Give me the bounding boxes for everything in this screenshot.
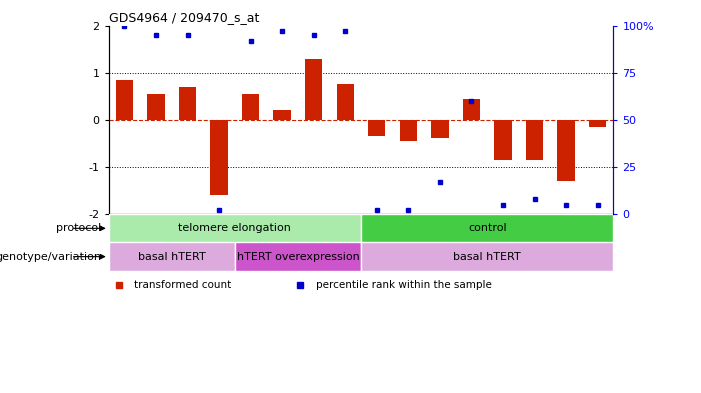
Text: GSM1019098: GSM1019098 (372, 216, 381, 267)
Text: percentile rank within the sample: percentile rank within the sample (315, 280, 491, 290)
Text: GSM1019113: GSM1019113 (215, 216, 224, 266)
Bar (147, 94, 165, 120)
Text: GSM1019100: GSM1019100 (435, 216, 444, 267)
Bar (361, 214, 613, 242)
Bar (557, 120, 575, 181)
Text: telomere elongation: telomere elongation (178, 223, 292, 233)
Bar (583, 214, 612, 265)
Text: transformed count: transformed count (134, 280, 231, 290)
Text: control: control (468, 223, 507, 233)
Bar (110, 214, 139, 265)
Text: GSM1019108: GSM1019108 (562, 216, 571, 266)
Bar (236, 214, 265, 265)
Bar (494, 120, 512, 160)
Bar (552, 214, 580, 265)
Bar (361, 242, 613, 271)
Bar (331, 214, 360, 265)
Bar (268, 214, 297, 265)
Bar (109, 214, 361, 242)
Text: genotype/variation: genotype/variation (0, 252, 102, 262)
Bar (173, 214, 202, 265)
Text: GSM1019102: GSM1019102 (246, 216, 255, 266)
Bar (463, 99, 480, 120)
Bar (235, 242, 361, 271)
Bar (457, 214, 486, 265)
Bar (362, 214, 391, 265)
Text: GSM1019110: GSM1019110 (120, 216, 129, 266)
Text: GSM1019106: GSM1019106 (498, 216, 508, 267)
Bar (305, 59, 322, 120)
Text: basal hTERT: basal hTERT (454, 252, 521, 262)
Text: GSM1019101: GSM1019101 (467, 216, 476, 266)
Bar (368, 120, 386, 136)
Bar (205, 214, 233, 265)
Bar (526, 120, 543, 160)
Text: protocol: protocol (56, 223, 102, 233)
Bar (116, 80, 133, 120)
Text: GSM1019099: GSM1019099 (404, 216, 413, 267)
Bar (589, 120, 606, 127)
Text: GSM1019111: GSM1019111 (151, 216, 161, 266)
Bar (109, 242, 235, 271)
Text: basal hTERT: basal hTERT (138, 252, 205, 262)
Bar (400, 120, 417, 141)
Bar (520, 214, 549, 265)
Text: GSM1019105: GSM1019105 (341, 216, 350, 267)
Bar (242, 94, 259, 120)
Text: GSM1019103: GSM1019103 (278, 216, 287, 267)
Bar (210, 120, 228, 195)
Bar (426, 214, 454, 265)
Bar (142, 214, 170, 265)
Text: GDS4964 / 209470_s_at: GDS4964 / 209470_s_at (109, 11, 259, 24)
Text: GSM1019109: GSM1019109 (593, 216, 602, 267)
Text: hTERT overexpression: hTERT overexpression (236, 252, 360, 262)
Bar (489, 214, 517, 265)
Text: GSM1019104: GSM1019104 (309, 216, 318, 267)
Bar (273, 110, 291, 120)
Bar (431, 120, 449, 138)
Bar (179, 87, 196, 120)
Text: GSM1019112: GSM1019112 (183, 216, 192, 266)
Text: GSM1019107: GSM1019107 (530, 216, 539, 267)
Bar (299, 214, 328, 265)
Bar (336, 84, 354, 120)
Bar (394, 214, 423, 265)
